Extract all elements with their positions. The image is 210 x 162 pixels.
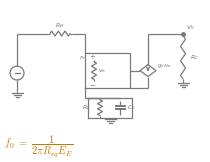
Text: $C_E$: $C_E$ [127, 103, 136, 112]
Text: $-$: $-$ [89, 81, 96, 87]
Text: $V_0$: $V_0$ [186, 23, 195, 32]
Text: $R_B$: $R_B$ [55, 21, 64, 30]
Text: $g_m v_\pi$: $g_m v_\pi$ [157, 62, 172, 70]
Text: $v_\pi$: $v_\pi$ [98, 67, 106, 75]
Text: $r_\pi$: $r_\pi$ [79, 53, 86, 62]
Text: $f_0\ =\ \dfrac{1}{2\pi R_{eq} E_E}$: $f_0\ =\ \dfrac{1}{2\pi R_{eq} E_E}$ [4, 133, 73, 159]
Text: +: + [89, 54, 95, 60]
Text: $R_E$: $R_E$ [82, 103, 91, 112]
Text: $R_C$: $R_C$ [190, 53, 199, 62]
